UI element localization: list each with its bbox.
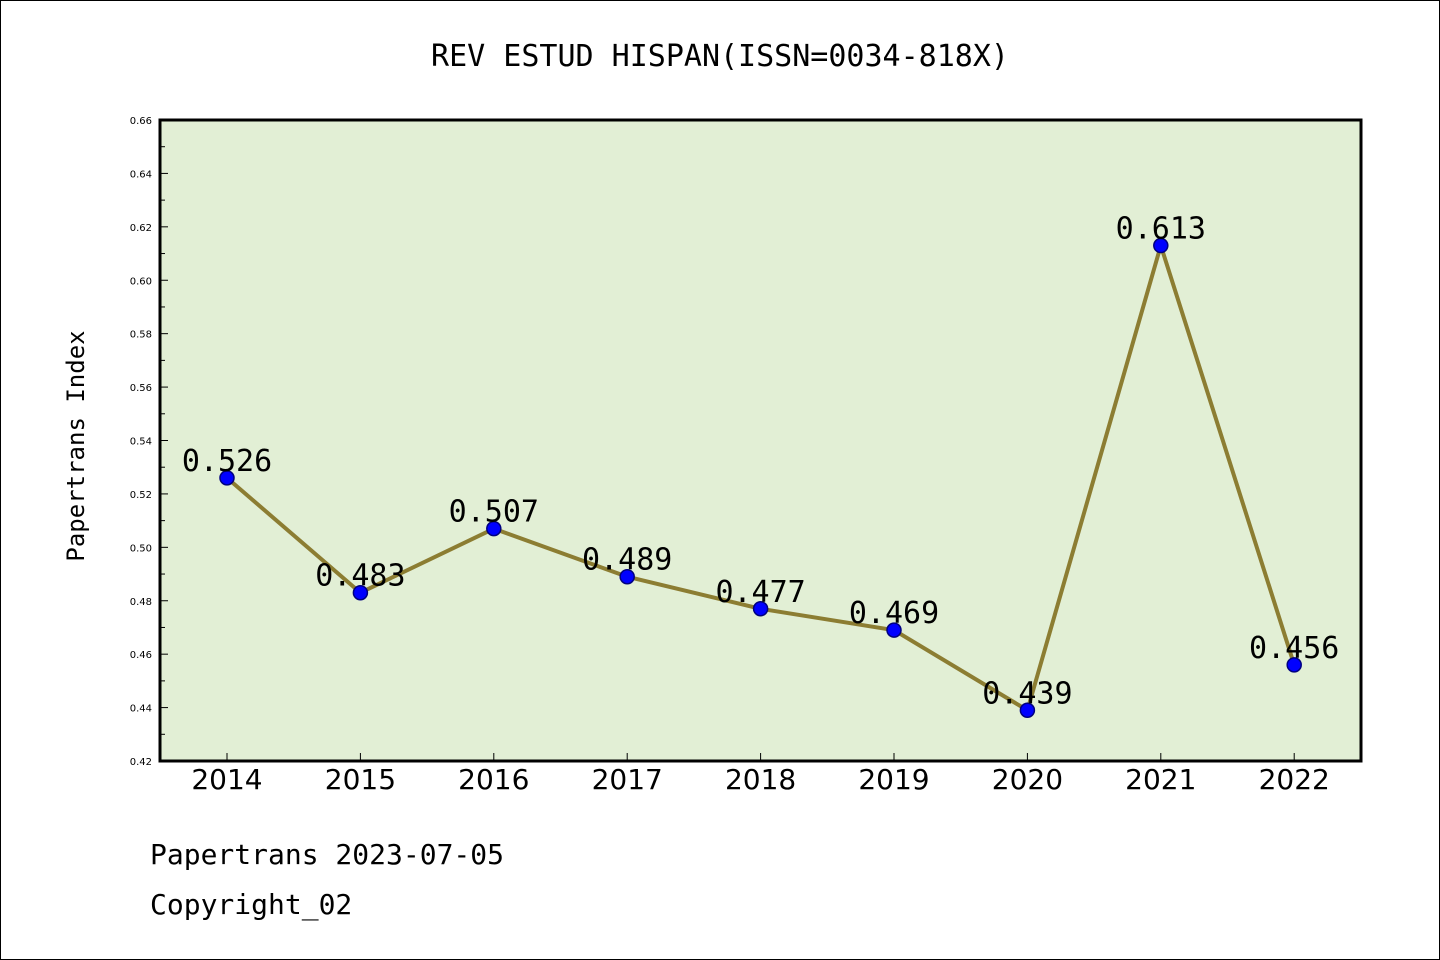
data-point [1019,702,1036,719]
plot-border [158,118,1363,763]
data-point [486,520,502,537]
data-markers [219,237,1302,719]
y-tick-label: 0.58 [130,330,152,341]
y-tick-label: 0.46 [130,650,152,661]
data-point [886,622,902,638]
y-tick-label: 0.48 [130,597,152,608]
x-tick-label: 2015 [325,763,396,796]
y-tick-label: 0.60 [130,276,152,287]
data-point [352,584,369,601]
y-tick-label: 0.66 [130,116,152,127]
y-tick-label: 0.56 [130,383,152,394]
y-tick-label: 0.62 [130,223,152,234]
x-tick-label: 2018 [725,763,796,796]
data-label: 0.483 [315,559,405,594]
y-tick-label: 0.64 [130,169,152,180]
x-tick-label: 2019 [858,763,929,796]
data-point [1153,237,1169,254]
data-point [752,601,769,617]
y-tick-label: 0.42 [130,757,152,768]
x-tick-label: 2022 [1259,763,1330,796]
x-tick-label: 2020 [992,763,1063,796]
data-label: 0.507 [449,495,539,530]
data-label: 0.526 [182,444,272,479]
x-tick-label: 2021 [1125,763,1196,796]
data-label: 0.469 [849,596,939,631]
x-tick-label: 2017 [592,763,663,796]
x-axis-ticks: 2014 2015 2016 2017 2018 2019 2020 2021 2022 [191,753,1330,796]
data-point [619,568,635,585]
y-tick-label: 0.44 [130,704,152,715]
y-tick-label: 0.52 [130,490,152,501]
x-tick-label: 2016 [458,763,529,796]
x-tick-label: 2014 [191,763,262,796]
plot-area [160,120,1361,761]
y-tick-label: 0.54 [130,437,152,448]
data-point [1286,657,1302,673]
chart-title: REV ESTUD HISPAN(ISSN=0034-818X) [431,39,1009,74]
data-label: 0.456 [1249,631,1339,666]
data-label: 0.489 [582,543,672,578]
y-tick-label: 0.50 [130,543,152,554]
data-label: 0.477 [715,575,805,610]
y-axis-label: Papertrans Index [62,330,90,561]
data-point [219,470,235,486]
footer-date: Papertrans 2023-07-05 [150,838,504,871]
data-label: 0.439 [982,676,1072,711]
data-label: 0.613 [1116,212,1206,247]
footer-copyright: Copyright_02 [150,888,352,922]
data-labels: 0.526 0.483 0.507 0.489 0.477 0.469 0.439 0.613… [182,212,1340,712]
